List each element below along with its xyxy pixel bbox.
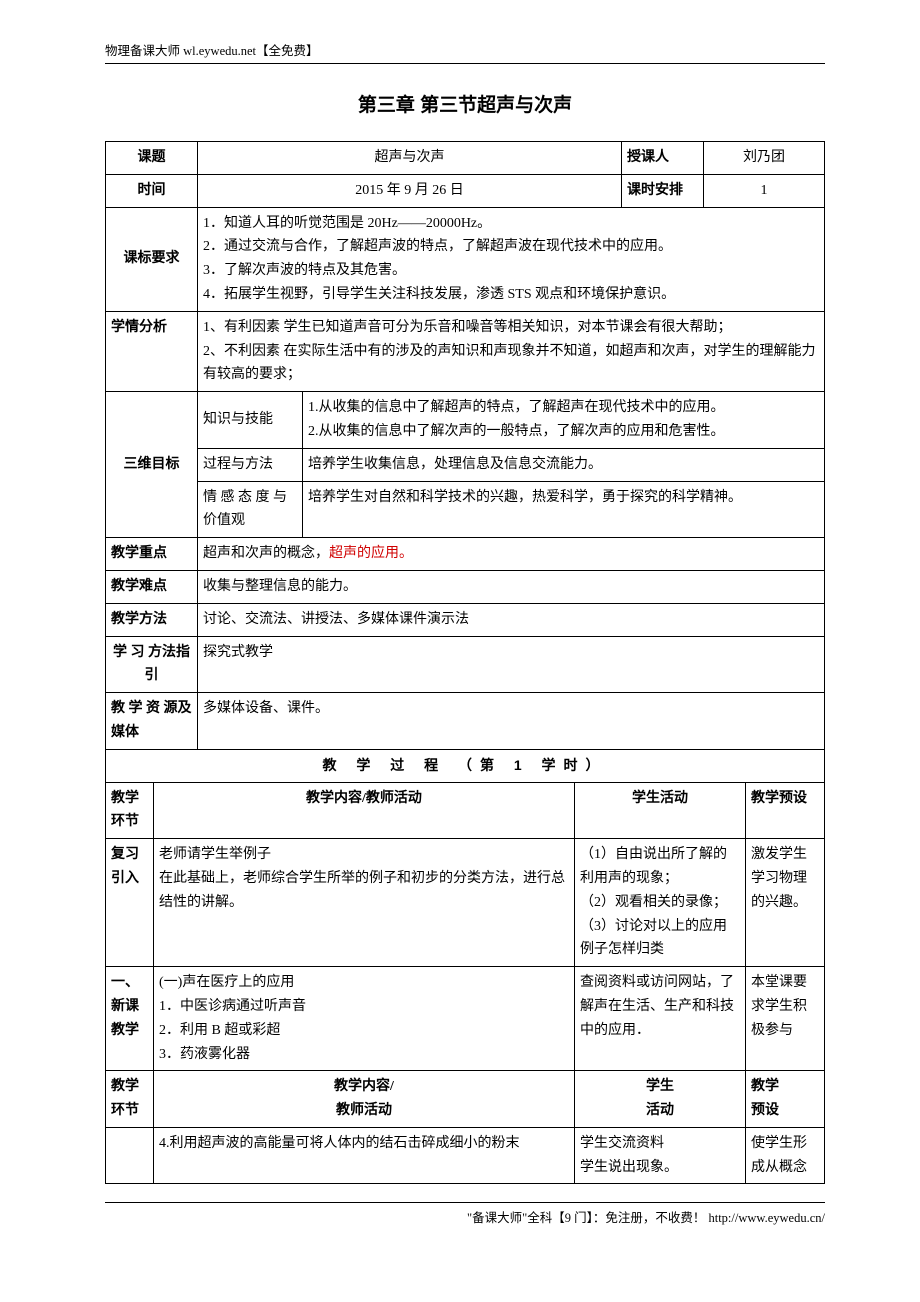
text-line: 2．通过交流与合作，了解超声波的特点，了解超声波在现代技术中的应用。	[203, 235, 819, 259]
page: 物理备课大师 wl.eywedu.net【全免费】 第三章 第三节超声与次声 课…	[0, 0, 920, 1256]
text-line: 2、不利因素 在实际生活中有的涉及的声知识和声现象并不知道，如超声和次声，对学生…	[203, 340, 819, 388]
content-review: 老师请学生举例子 在此基础上，老师综合学生所举的例子和初步的分类方法，进行总结性…	[154, 839, 575, 967]
col-stage: 教学环节	[106, 782, 154, 839]
text-span: 超声和次声的概念，	[203, 546, 329, 561]
value-periods: 1	[704, 174, 825, 207]
preset-review: 激发学生学习物理的兴趣。	[746, 839, 825, 967]
value-process: 培养学生收集信息，处理信息及信息交流能力。	[303, 448, 825, 481]
stage-cont	[106, 1127, 154, 1184]
table-row: 时间 2015 年 9 月 26 日 课时安排 1	[106, 174, 825, 207]
col-preset2: 教学 预设	[746, 1071, 825, 1128]
label-standard: 课标要求	[106, 207, 198, 311]
label-difficulty: 教学难点	[106, 570, 198, 603]
text-line: 3．了解次声波的特点及其危害。	[203, 259, 819, 283]
value-method: 讨论、交流法、讲授法、多媒体课件演示法	[198, 603, 825, 636]
col-stage2: 教学环节	[106, 1071, 154, 1128]
table-row: 三维目标 知识与技能 1.从收集的信息中了解超声的特点，了解超声在现代技术中的应…	[106, 392, 825, 449]
label-periods: 课时安排	[622, 174, 704, 207]
preset-cont: 使学生形成从概念	[746, 1127, 825, 1184]
label-process: 过程与方法	[198, 448, 303, 481]
label-analysis: 学情分析	[106, 311, 198, 391]
col-preset: 教学预设	[746, 782, 825, 839]
table-row: 教学重点 超声和次声的概念，超声的应用。	[106, 538, 825, 571]
student-new: 查阅资料或访问网站，了解声在生活、生产和科技中的应用．	[575, 967, 746, 1071]
table-row: 教学环节 教学内容/教师活动 学生活动 教学预设	[106, 782, 825, 839]
label-keypoint: 教学重点	[106, 538, 198, 571]
table-row: 教学环节 教学内容/ 教师活动 学生 活动 教学 预设	[106, 1071, 825, 1128]
content-new: (一)声在医疗上的应用 1．中医诊病通过听声音 2．利用 B 超或彩超 3．药液…	[154, 967, 575, 1071]
text-line: 4．拓展学生视野，引导学生关注科技发展，渗透 STS 观点和环境保护意识。	[203, 283, 819, 307]
col-student: 学生活动	[575, 782, 746, 839]
value-difficulty: 收集与整理信息的能力。	[198, 570, 825, 603]
process-header: 教 学 过 程 （第 1 学时）	[106, 749, 825, 782]
page-header: 物理备课大师 wl.eywedu.net【全免费】	[105, 40, 825, 59]
value-standard: 1．知道人耳的听觉范围是 20Hz——20000Hz。 2．通过交流与合作，了解…	[198, 207, 825, 311]
text-line: 1、有利因素 学生已知道声音可分为乐音和噪音等相关知识，对本节课会有很大帮助；	[203, 316, 819, 340]
table-row: 教 学 过 程 （第 1 学时）	[106, 749, 825, 782]
value-study-guide: 探究式教学	[198, 636, 825, 693]
table-row: 复习引入 老师请学生举例子 在此基础上，老师综合学生所举的例子和初步的分类方法，…	[106, 839, 825, 967]
table-row: 教 学 资 源及媒体 多媒体设备、课件。	[106, 693, 825, 750]
table-row: 过程与方法 培养学生收集信息，处理信息及信息交流能力。	[106, 448, 825, 481]
label-method: 教学方法	[106, 603, 198, 636]
header-rule	[105, 63, 825, 64]
label-study-guide: 学 习 方法指引	[106, 636, 198, 693]
table-row: 课题 超声与次声 授课人 刘乃团	[106, 142, 825, 175]
value-time: 2015 年 9 月 26 日	[198, 174, 622, 207]
value-analysis: 1、有利因素 学生已知道声音可分为乐音和噪音等相关知识，对本节课会有很大帮助； …	[198, 311, 825, 391]
col-content2: 教学内容/ 教师活动	[154, 1071, 575, 1128]
value-keypoint: 超声和次声的概念，超声的应用。	[198, 538, 825, 571]
table-row: 情 感 态 度 与价值观 培养学生对自然和科学技术的兴趣，热爱科学，勇于探究的科…	[106, 481, 825, 538]
label-attitude: 情 感 态 度 与价值观	[198, 481, 303, 538]
preset-new: 本堂课要求学生积极参与	[746, 967, 825, 1071]
label-resources: 教 学 资 源及媒体	[106, 693, 198, 750]
table-row: 课标要求 1．知道人耳的听觉范围是 20Hz——20000Hz。 2．通过交流与…	[106, 207, 825, 311]
value-resources: 多媒体设备、课件。	[198, 693, 825, 750]
label-3d-goals: 三维目标	[106, 392, 198, 538]
label-topic: 课题	[106, 142, 198, 175]
table-row: 教学难点 收集与整理信息的能力。	[106, 570, 825, 603]
doc-title: 第三章 第三节超声与次声	[105, 90, 825, 117]
student-cont: 学生交流资料 学生说出现象。	[575, 1127, 746, 1184]
text-line: 1．知道人耳的听觉范围是 20Hz——20000Hz。	[203, 212, 819, 236]
content-cont: 4.利用超声波的高能量可将人体内的结石击碎成细小的粉末	[154, 1127, 575, 1184]
lesson-plan-table: 课题 超声与次声 授课人 刘乃团 时间 2015 年 9 月 26 日 课时安排…	[105, 141, 825, 1184]
col-student2: 学生 活动	[575, 1071, 746, 1128]
label-teacher: 授课人	[622, 142, 704, 175]
table-row: 一、新课教学 (一)声在医疗上的应用 1．中医诊病通过听声音 2．利用 B 超或…	[106, 967, 825, 1071]
col-content: 教学内容/教师活动	[154, 782, 575, 839]
label-time: 时间	[106, 174, 198, 207]
footer-rule	[105, 1202, 825, 1203]
table-row: 教学方法 讨论、交流法、讲授法、多媒体课件演示法	[106, 603, 825, 636]
stage-review: 复习引入	[106, 839, 154, 967]
text-span-red: 超声的应用。	[329, 546, 413, 561]
stage-new: 一、新课教学	[106, 967, 154, 1071]
value-attitude: 培养学生对自然和科学技术的兴趣，热爱科学，勇于探究的科学精神。	[303, 481, 825, 538]
table-row: 学 习 方法指引 探究式教学	[106, 636, 825, 693]
value-knowledge: 1.从收集的信息中了解超声的特点，了解超声在现代技术中的应用。 2.从收集的信息…	[303, 392, 825, 449]
label-knowledge: 知识与技能	[198, 392, 303, 449]
value-topic: 超声与次声	[198, 142, 622, 175]
page-footer: "备课大师"全科【9 门】：免注册，不收费！ http://www.eywedu…	[105, 1207, 825, 1226]
student-review: （1）自由说出所了解的利用声的现象； （2）观看相关的录像； （3）讨论对以上的…	[575, 839, 746, 967]
table-row: 学情分析 1、有利因素 学生已知道声音可分为乐音和噪音等相关知识，对本节课会有很…	[106, 311, 825, 391]
value-teacher: 刘乃团	[704, 142, 825, 175]
table-row: 4.利用超声波的高能量可将人体内的结石击碎成细小的粉末 学生交流资料 学生说出现…	[106, 1127, 825, 1184]
